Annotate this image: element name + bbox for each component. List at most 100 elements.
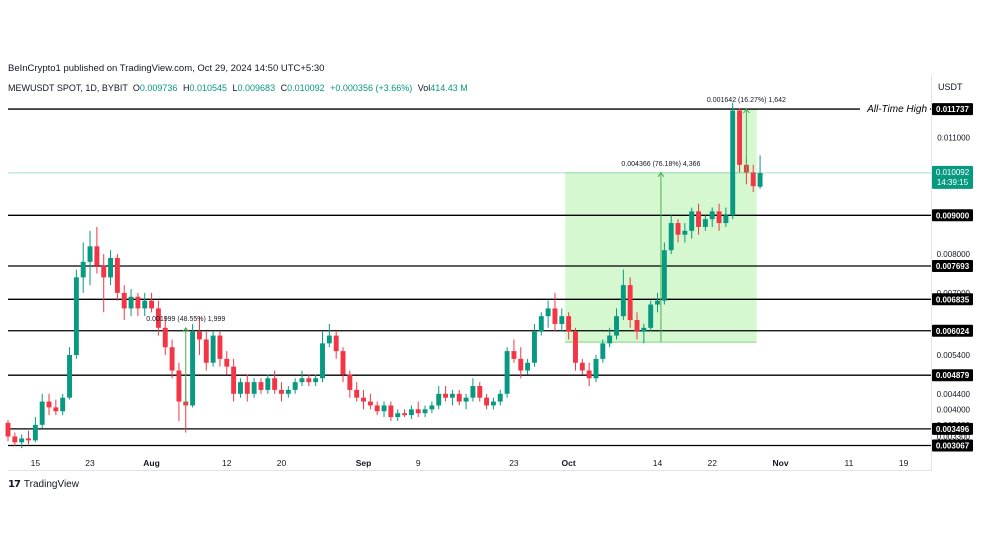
- level-tag-1: 0.009000: [936, 211, 970, 220]
- candle-body-38: [265, 378, 271, 390]
- candle-body-55: [381, 405, 387, 412]
- candle-body-100: [689, 211, 695, 231]
- symbol-title: MEWUSDT SPOT, 1D, BYBIT: [8, 83, 128, 93]
- high-value: 0.010545: [189, 83, 227, 93]
- candle-body-41: [285, 389, 291, 394]
- candle-body-28: [196, 331, 202, 340]
- candle-body-97: [668, 223, 674, 251]
- candle-body-49: [340, 351, 346, 375]
- level-tag-7: 0.003067: [936, 442, 970, 451]
- level-tag-bg-0: [932, 103, 973, 116]
- candle-body-53: [367, 401, 373, 406]
- measure-annotations: 0.001999 (48.55%) 1,999 0.004366 (76.18%)…: [146, 97, 930, 406]
- time-tick-6: 9: [416, 458, 421, 468]
- candle-body-3: [26, 438, 31, 441]
- candle-body-5: [39, 401, 45, 425]
- candle-body-89: [614, 316, 619, 336]
- candle-body-77: [531, 331, 537, 363]
- candle-body-32: [224, 358, 230, 367]
- level-tag-bg-2: [932, 260, 973, 273]
- candle-body-65: [449, 393, 455, 398]
- candle-body-109: [750, 172, 756, 187]
- candle-body-96: [661, 250, 667, 301]
- price-tick-3: 0.005400: [937, 351, 971, 360]
- time-tick-5: Sep: [356, 458, 372, 468]
- candle-body-12: [87, 246, 93, 262]
- candle-body-51: [354, 389, 360, 398]
- symbol-legend: MEWUSDT SPOT, 1D, BYBIT O0.009736 H0.010…: [8, 83, 471, 93]
- candle-body-47: [326, 335, 332, 344]
- level-tag-bg-4: [932, 324, 973, 337]
- candle-body-9: [67, 354, 72, 398]
- current-price-tag-bg: [932, 165, 973, 189]
- footer-brand: 𝟭𝟳 TradingView: [8, 479, 79, 490]
- time-tick-13: 19: [899, 458, 909, 468]
- candle-body-16: [114, 257, 120, 293]
- measure-arrowhead-1: [657, 171, 665, 178]
- time-tick-0: 15: [31, 458, 41, 468]
- tradingview-logo-icon: 𝟭𝟳: [8, 479, 21, 490]
- candle-body-30: [210, 335, 216, 363]
- candle-body-86: [593, 358, 599, 379]
- all-time-high-label: All-Time High: [866, 104, 927, 115]
- level-tag-bg-5: [932, 369, 973, 382]
- measure-arrowhead-2: [743, 108, 750, 114]
- measure-label-2: 0.001642 (16.27%) 1,642: [707, 97, 786, 104]
- candle-body-50: [347, 374, 353, 390]
- candle-body-67: [463, 397, 469, 402]
- candle-body-56: [388, 405, 394, 418]
- level-tag-2: 0.007693: [936, 262, 970, 271]
- candle-body-27: [190, 331, 196, 406]
- price-tick-0: 0.011000: [937, 134, 970, 143]
- low-key: L: [232, 83, 238, 93]
- candle-body-19: [135, 296, 141, 309]
- candle-body-60: [415, 409, 421, 414]
- candle-body-87: [600, 343, 606, 359]
- time-axis[interactable]: 15 23 Aug 12 20 Sep 9 23 Oct 14 22 Nov 11 19: [31, 458, 909, 468]
- currency-label[interactable]: USDT: [938, 82, 963, 92]
- candle-body-75: [518, 358, 524, 371]
- candle-body-44: [306, 378, 312, 383]
- price-tick-7: 0.003300: [937, 432, 971, 441]
- candle-body-37: [258, 382, 264, 390]
- brand-name: TradingView: [23, 479, 79, 490]
- candle-body-10: [73, 277, 79, 355]
- candle-body-99: [682, 230, 688, 235]
- level-tag-bg-6: [932, 422, 973, 435]
- candle-body-21: [149, 300, 155, 309]
- high-key: H: [182, 83, 190, 93]
- candle-body-54: [374, 405, 380, 412]
- time-tick-12: 11: [845, 458, 854, 468]
- level-tag-5: 0.004879: [936, 371, 970, 380]
- candle-body-94: [648, 304, 654, 328]
- measure-arrowhead-0: [182, 326, 190, 333]
- candle-body-106: [730, 110, 736, 216]
- candle-body-40: [279, 389, 284, 394]
- candle-body-6: [46, 401, 52, 408]
- candle-body-90: [620, 285, 626, 317]
- open-key: O: [132, 83, 140, 93]
- candle-body-29: [203, 339, 209, 363]
- measure-label-0: 0.001999 (48.55%) 1,999: [146, 316, 225, 323]
- time-tick-4: 20: [277, 458, 287, 468]
- candle-body-25: [176, 370, 182, 402]
- volume-key: Vol: [417, 83, 431, 93]
- price-axis[interactable]: 0.0110000.0080000.0070000.0054000.004400…: [932, 103, 973, 452]
- candle-body-74: [511, 351, 517, 359]
- time-tick-3: 12: [222, 458, 232, 468]
- candle-body-82: [566, 316, 572, 332]
- candle-body-103: [709, 211, 715, 220]
- candle-body-105: [723, 215, 729, 224]
- candle-body-42: [292, 382, 298, 390]
- candle-body-69: [477, 386, 483, 398]
- level-tag-bg-1: [932, 209, 973, 222]
- candle-body-76: [525, 362, 531, 371]
- candle-body-13: [94, 246, 100, 266]
- candle-body-48: [333, 335, 339, 352]
- candle-body-61: [422, 409, 428, 414]
- candle-body-78: [538, 316, 544, 332]
- candle-body-45: [313, 378, 319, 383]
- candle-body-15: [108, 257, 114, 278]
- level-tag-3: 0.006835: [936, 295, 970, 304]
